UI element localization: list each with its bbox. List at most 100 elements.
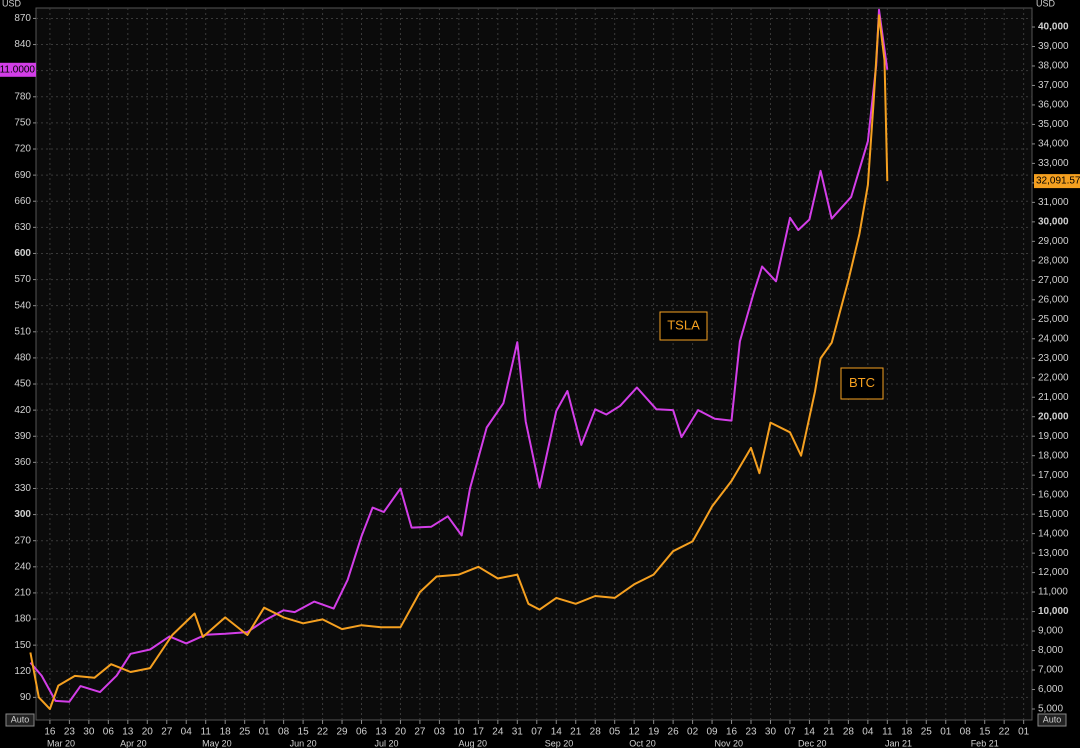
x-tick-label: 18 (901, 727, 913, 738)
y2-tick-label: 10,000 (1038, 606, 1069, 617)
x-tick-label: 27 (414, 727, 426, 738)
y-tick-label: 120 (14, 666, 31, 677)
x-tick-label: 03 (434, 727, 446, 738)
y2-tick-label: 39,000 (1038, 41, 1069, 52)
x-tick-label: 24 (492, 727, 504, 738)
y-tick-label: 780 (14, 91, 31, 102)
series-line (29, 14, 889, 710)
y2-tick-label: 36,000 (1038, 100, 1069, 111)
last-value-box (1034, 174, 1080, 189)
x-tick-label: 14 (804, 727, 816, 738)
x-tick-label: 20 (395, 727, 407, 738)
y-tick-label: 240 (14, 561, 31, 572)
x-tick-label: 15 (298, 727, 310, 738)
y-tick-label: 420 (14, 405, 31, 416)
x-tick-label: 13 (375, 727, 387, 738)
y2-tick-label: 12,000 (1038, 567, 1069, 578)
x-tick-label: 06 (356, 727, 368, 738)
x-tick-label: 06 (103, 727, 115, 738)
y2-tick-label: 15,000 (1038, 509, 1069, 520)
y2-tick-label: 19,000 (1038, 431, 1069, 442)
x-tick-label: 01 (940, 727, 952, 738)
y-tick-label: 390 (14, 431, 31, 442)
x-tick-label: 26 (668, 727, 680, 738)
annotation-label: TSLA (667, 317, 700, 332)
y2-tick-label: 26,000 (1038, 294, 1069, 305)
y2-unit: USD (1036, 0, 1056, 8)
y-tick-label: 210 (14, 588, 31, 599)
x-tick-label: 19 (648, 727, 660, 738)
x-tick-label: 08 (960, 727, 972, 738)
y-tick-label: 690 (14, 170, 31, 181)
y2-tick-label: 28,000 (1038, 255, 1069, 266)
y-tick-label: 750 (14, 118, 31, 129)
y-tick-label: 480 (14, 353, 31, 364)
month-label: Jan 21 (885, 738, 912, 748)
month-label: Jun 20 (290, 738, 317, 748)
x-tick-label: 11 (201, 727, 212, 738)
month-label: Feb 21 (971, 738, 999, 748)
y2-tick-label: 6,000 (1038, 684, 1063, 695)
scale-mode[interactable]: Auto (11, 714, 30, 724)
y-tick-label: 720 (14, 144, 31, 155)
x-tick-label: 29 (336, 727, 348, 738)
y2-tick-label: 34,000 (1038, 139, 1069, 150)
x-tick-label: 22 (317, 727, 329, 738)
annotation-box (659, 311, 708, 341)
x-tick-label: 07 (531, 727, 543, 738)
y2-tick-label: 21,000 (1038, 392, 1069, 403)
month-label: Sep 20 (545, 738, 574, 748)
x-tick-label: 11 (882, 727, 893, 738)
scale-mode[interactable]: Auto (1043, 714, 1062, 724)
x-tick-label: 16 (44, 727, 56, 738)
y2-tick-label: 25,000 (1038, 314, 1069, 325)
y-tick-label: 570 (14, 274, 31, 285)
y2-tick-label: 20,000 (1038, 411, 1069, 422)
y-tick-label: 540 (14, 300, 31, 311)
x-tick-label: 01 (1018, 727, 1030, 738)
y2-tick-label: 5,000 (1038, 704, 1063, 715)
y2-tick-label: 38,000 (1038, 61, 1069, 72)
month-label: Nov 20 (714, 738, 743, 748)
last-value-label: 32,091.57 (1036, 176, 1080, 187)
x-tick-label: 20 (142, 727, 154, 738)
y2-tick-label: 7,000 (1038, 665, 1063, 676)
y-tick-label: 870 (14, 13, 31, 24)
y-tick-label: 270 (14, 535, 31, 546)
y2-tick-label: 24,000 (1038, 333, 1069, 344)
last-value-label: 811.0000 (0, 64, 35, 75)
x-tick-label: 28 (590, 727, 602, 738)
y-tick-label: 600 (14, 248, 31, 259)
y2-tick-label: 13,000 (1038, 548, 1069, 559)
y2-tick-label: 9,000 (1038, 626, 1063, 637)
annotation-label: BTC (849, 375, 875, 390)
x-tick-label: 25 (239, 727, 251, 738)
x-tick-label: 14 (551, 727, 563, 738)
x-tick-label: 04 (181, 727, 193, 738)
x-tick-label: 13 (122, 727, 134, 738)
scale-button[interactable] (5, 713, 35, 727)
x-tick-label: 21 (570, 727, 582, 738)
y2-tick-label: 23,000 (1038, 353, 1069, 364)
x-tick-label: 08 (278, 727, 290, 738)
y2-tick-label: 33,000 (1038, 158, 1069, 169)
y-tick-label: 180 (14, 614, 31, 625)
x-tick-label: 18 (220, 727, 232, 738)
y2-tick-label: 35,000 (1038, 119, 1069, 130)
annotation-box (840, 367, 884, 400)
x-tick-label: 23 (745, 727, 757, 738)
x-tick-label: 05 (609, 727, 621, 738)
x-tick-label: 27 (161, 727, 173, 738)
x-tick-label: 12 (629, 727, 641, 738)
y-tick-label: 300 (14, 509, 31, 520)
plot-area (35, 7, 1033, 721)
x-tick-label: 16 (726, 727, 738, 738)
x-tick-label: 25 (921, 727, 933, 738)
y-tick-label: 330 (14, 483, 31, 494)
x-tick-label: 31 (512, 727, 524, 738)
x-tick-label: 10 (453, 727, 465, 738)
y2-tick-label: 27,000 (1038, 275, 1069, 286)
month-label: Mar 20 (47, 738, 75, 748)
scale-button[interactable] (1037, 713, 1067, 727)
